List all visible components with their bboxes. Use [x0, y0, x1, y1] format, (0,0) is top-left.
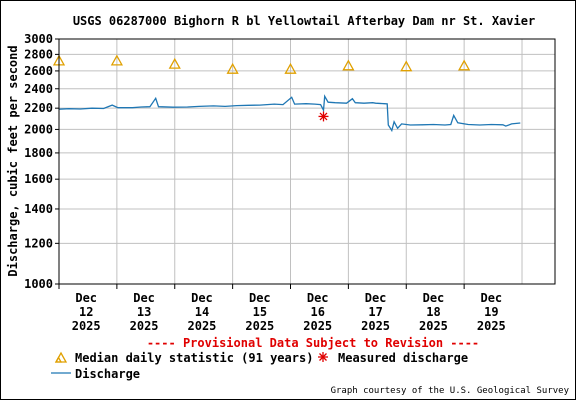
- x-tick-label-month: Dec: [133, 291, 155, 305]
- median-marker: [342, 59, 355, 71]
- x-tick-label-day: 16: [310, 305, 324, 319]
- x-tick-label-day: 13: [137, 305, 151, 319]
- x-tick-label-year: 2025: [188, 319, 217, 333]
- y-tick-label: 1200: [24, 236, 53, 250]
- legend-median-label: Median daily statistic (91 years): [75, 351, 313, 365]
- y-tick-label: 1400: [24, 202, 53, 216]
- series-layer: [52, 54, 521, 133]
- median-marker: [226, 62, 239, 74]
- x-tick-label-year: 2025: [130, 319, 159, 333]
- median-marker: [110, 54, 123, 66]
- legend-discharge-label: Discharge: [75, 367, 140, 381]
- x-tick-label-month: Dec: [365, 291, 387, 305]
- x-tick-label-month: Dec: [307, 291, 329, 305]
- x-tick-label-month: Dec: [249, 291, 271, 305]
- median-marker: [458, 59, 471, 71]
- legend-median-triangle: [54, 351, 68, 363]
- x-tick-label-day: 15: [253, 305, 267, 319]
- y-tick-label: 1800: [24, 146, 53, 160]
- plot-area: [58, 38, 556, 285]
- grid-lines: [58, 38, 555, 285]
- y-tick-label: 2400: [24, 82, 53, 96]
- y-tick-label: 2200: [24, 101, 53, 115]
- measured-discharge-marker: [318, 111, 329, 122]
- median-marker: [400, 60, 413, 72]
- usgs-credit: Graph courtesy of the U.S. Geological Su…: [331, 386, 570, 396]
- x-tick-label-month: Dec: [191, 291, 213, 305]
- provisional-data-note: ---- Provisional Data Subject to Revisio…: [147, 336, 479, 350]
- x-tick-label-day: 12: [79, 305, 93, 319]
- x-tick-label-day: 14: [195, 305, 209, 319]
- chart-title: USGS 06287000 Bighorn R bl Yellowtail Af…: [73, 14, 535, 28]
- x-tick-label-year: 2025: [477, 319, 506, 333]
- y-tick-label: 1000: [24, 277, 53, 291]
- y-tick-label: 2000: [24, 122, 53, 136]
- y-axis-ticks: 1000 1200 1400 1600 1800 2000 2200 2400 2600 2800…: [24, 32, 59, 291]
- discharge-line: [58, 94, 521, 133]
- median-marker: [168, 57, 181, 69]
- x-tick-label-year: 2025: [303, 319, 332, 333]
- x-tick-label-day: 19: [484, 305, 498, 319]
- legend-measured-label: Measured discharge: [338, 351, 468, 365]
- median-marker: [284, 62, 297, 74]
- x-tick-label-year: 2025: [419, 319, 448, 333]
- y-tick-label: 1600: [24, 172, 53, 186]
- y-tick-label: 2600: [24, 64, 53, 78]
- legend: Median daily statistic (91 years) Measur…: [51, 351, 468, 381]
- y-tick-label: 2800: [24, 47, 53, 61]
- x-tick-label-month: Dec: [75, 291, 97, 305]
- x-axis-ticks: Dec122025Dec132025Dec142025Dec152025Dec1…: [58, 284, 506, 333]
- legend-measured-marker: [318, 352, 328, 362]
- y-tick-label: 3000: [24, 32, 53, 46]
- x-tick-label-month: Dec: [480, 291, 502, 305]
- x-tick-label-day: 17: [368, 305, 382, 319]
- x-tick-label-month: Dec: [423, 291, 445, 305]
- y-axis-label: Discharge, cubic feet per second: [6, 45, 20, 276]
- x-tick-label-year: 2025: [72, 319, 101, 333]
- x-tick-label-day: 18: [426, 305, 440, 319]
- x-tick-label-year: 2025: [245, 319, 274, 333]
- x-tick-label-year: 2025: [361, 319, 390, 333]
